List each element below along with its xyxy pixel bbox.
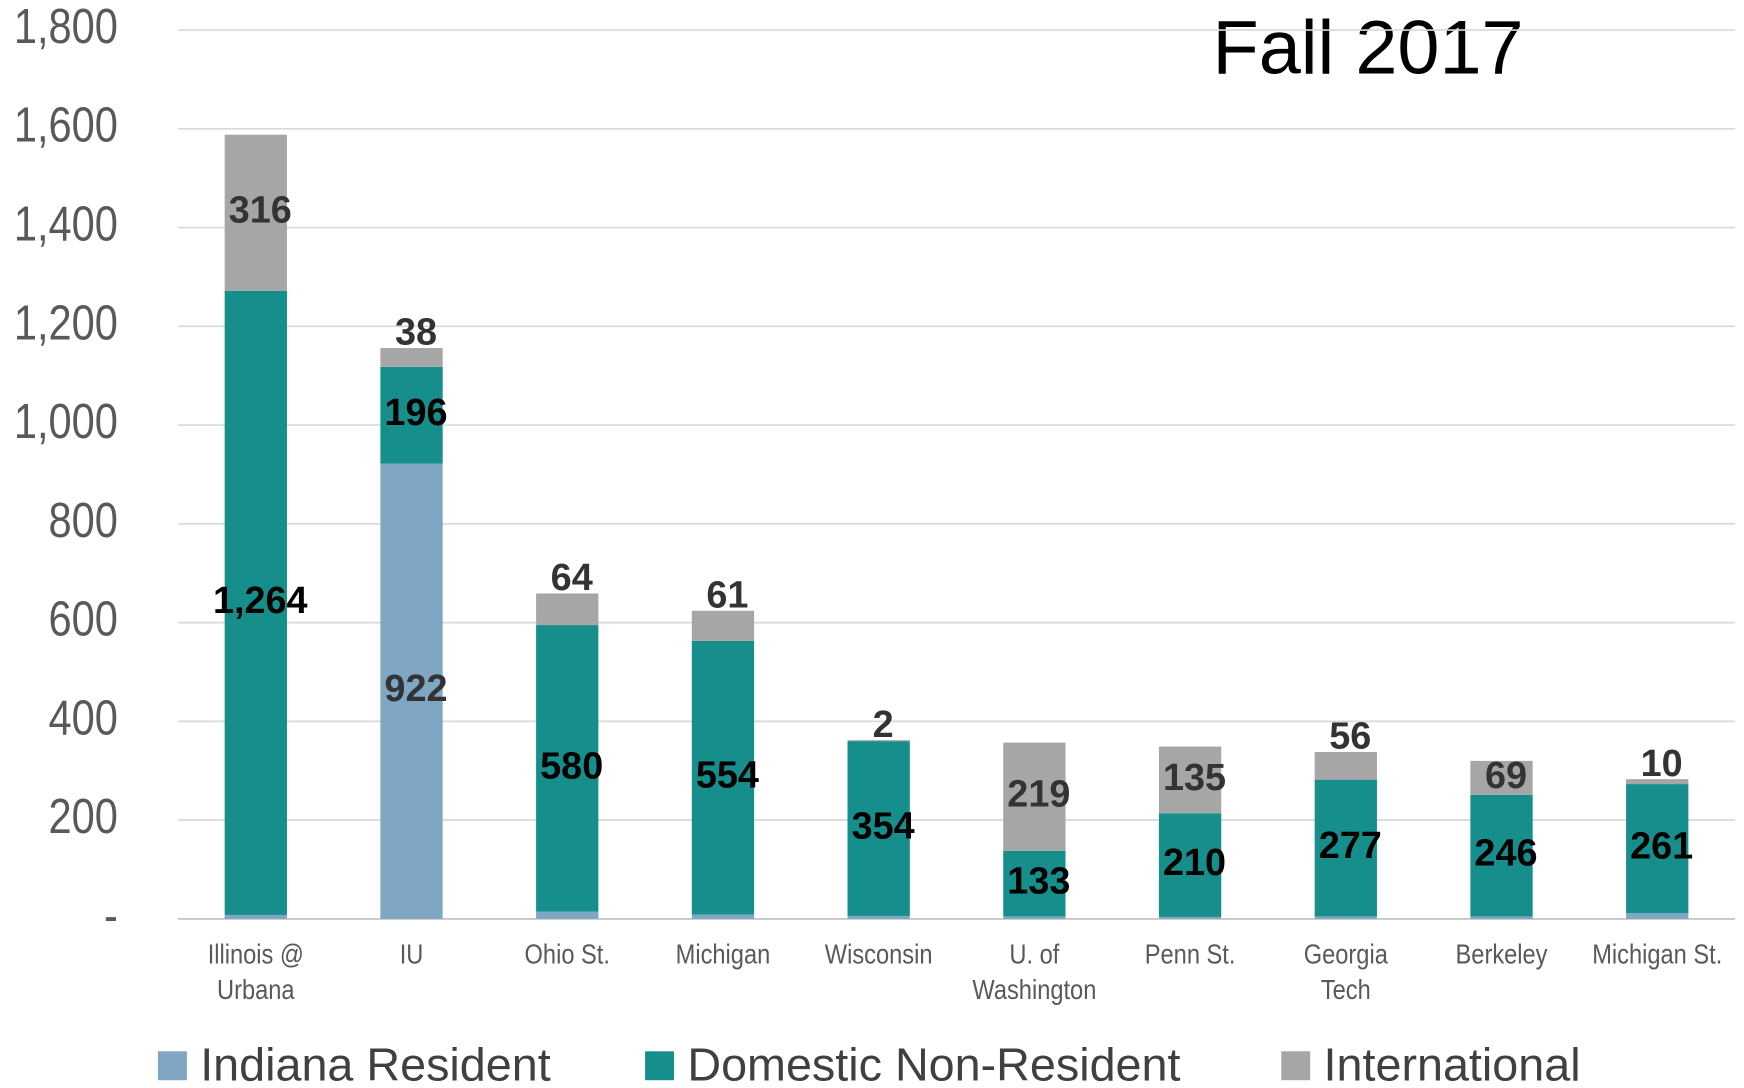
data-label: 554	[696, 755, 759, 797]
bar-segment	[224, 290, 287, 915]
bar-segment	[691, 914, 755, 919]
bar-segment	[380, 348, 443, 367]
y-tick-label: 1,600	[14, 98, 118, 153]
x-tick-label: U. of Washington	[972, 938, 1097, 1006]
x-tick-label: Illinois @ Urbana	[207, 938, 304, 1006]
y-tick-label: 200	[49, 789, 118, 844]
legend-swatch	[645, 1051, 675, 1081]
data-label: 2	[873, 704, 894, 746]
x-tick-label: Penn St.	[1144, 938, 1236, 971]
y-tick-label: 1,000	[14, 394, 118, 449]
data-label: 246	[1474, 833, 1537, 875]
x-tick-label: Wisconsin	[824, 938, 933, 971]
bar-segment	[847, 915, 910, 919]
bar-segment	[691, 640, 755, 915]
data-label: 1,264	[213, 580, 308, 622]
data-label: 56	[1329, 716, 1371, 758]
bar-segment	[1158, 746, 1222, 814]
data-label: 38	[395, 312, 437, 354]
bar-segment	[1003, 850, 1066, 917]
bar-segment	[1626, 912, 1689, 919]
data-label: 196	[384, 392, 447, 434]
y-tick-label: 1,800	[14, 0, 118, 54]
x-tick-label: Berkeley	[1455, 938, 1548, 971]
y-tick-label: 400	[49, 690, 118, 745]
data-label: 219	[1007, 774, 1070, 816]
bar-segment	[1626, 779, 1689, 785]
legend-label: Indiana Resident	[200, 1038, 551, 1088]
data-label: 354	[852, 806, 915, 848]
bar-segment	[1314, 916, 1377, 919]
x-tick-label: IU	[399, 938, 424, 971]
bar-segment	[536, 625, 599, 912]
bar-segment	[380, 366, 443, 464]
bar-segment	[1158, 813, 1222, 917]
bar-segment	[1003, 742, 1066, 851]
x-tick-label: Georgia Tech	[1303, 938, 1388, 1006]
data-label: 277	[1319, 825, 1382, 867]
data-label: 64	[551, 557, 593, 599]
bar-segment	[536, 593, 599, 626]
data-label: 261	[1630, 826, 1693, 868]
data-label: 133	[1007, 861, 1070, 903]
bar-segment	[1470, 916, 1533, 919]
y-tick-label: 1,200	[14, 295, 118, 350]
bar-segment	[1626, 784, 1689, 913]
x-tick-label: Ohio St.	[524, 938, 610, 971]
bar-segment	[1158, 916, 1222, 919]
bar-segment	[224, 134, 287, 291]
chart-title: Fall 2017	[1213, 6, 1524, 90]
data-label: 69	[1485, 755, 1527, 797]
bar-segment	[224, 914, 287, 919]
y-tick-label: 1,400	[14, 196, 118, 251]
bar-segment	[847, 741, 910, 916]
bar-segment	[1003, 916, 1066, 919]
legend-label: International	[1324, 1038, 1581, 1088]
bar-segment	[1470, 794, 1533, 917]
data-label: 580	[540, 745, 603, 787]
y-tick-label: 800	[49, 493, 118, 548]
legend-swatch	[1281, 1051, 1311, 1081]
legend-swatch	[157, 1051, 187, 1081]
bar-segment	[691, 610, 755, 641]
data-label: 316	[229, 190, 292, 232]
data-label: 61	[706, 574, 748, 616]
legend-label: Domestic Non-Resident	[687, 1038, 1180, 1088]
bar-segment	[1314, 779, 1377, 917]
y-tick-label: 600	[49, 591, 118, 646]
y-tick-label: -	[104, 888, 118, 943]
data-label: 135	[1163, 757, 1226, 799]
data-label: 922	[384, 668, 447, 710]
x-tick-label: Michigan St.	[1592, 938, 1723, 971]
data-label: 10	[1641, 743, 1683, 785]
data-label: 210	[1163, 842, 1226, 884]
bar-segment	[380, 463, 443, 919]
bar-segment	[847, 740, 910, 742]
bar-segment	[1314, 751, 1377, 780]
bar-segment	[1470, 760, 1533, 795]
x-tick-label: Michigan	[675, 938, 771, 971]
bar-segment	[536, 911, 599, 919]
